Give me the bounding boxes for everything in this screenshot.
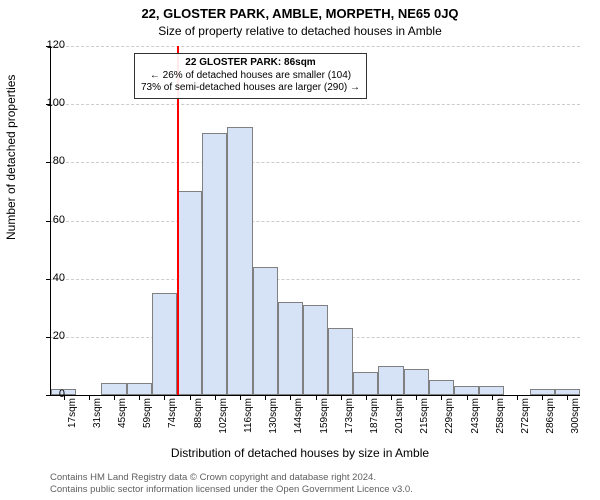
histogram-bar (127, 383, 152, 395)
histogram-bar (278, 302, 303, 395)
y-gridline (51, 162, 580, 163)
plot-area: 17sqm31sqm45sqm59sqm74sqm88sqm102sqm116s… (50, 46, 580, 396)
x-tick-mark (341, 395, 342, 400)
y-axis-label: Number of detached properties (4, 75, 18, 240)
x-tick-mark (114, 395, 115, 400)
x-tick-mark (215, 395, 216, 400)
histogram-bar (152, 293, 177, 395)
annotation-title: 22 GLOSTER PARK: 86sqm (141, 57, 360, 70)
license-line-1: Contains HM Land Registry data © Crown c… (50, 472, 413, 484)
histogram-bar (101, 383, 126, 395)
y-gridline (51, 46, 580, 47)
x-tick-mark (416, 395, 417, 400)
x-axis-label: Distribution of detached houses by size … (0, 446, 600, 460)
x-tick-mark (240, 395, 241, 400)
y-gridline (51, 104, 580, 105)
histogram-bar (328, 328, 353, 395)
histogram-bar (353, 372, 378, 395)
x-tick-mark (316, 395, 317, 400)
histogram-bar (479, 386, 504, 395)
annotation-line-1: ← 26% of detached houses are smaller (10… (141, 70, 360, 83)
x-tick-mark (366, 395, 367, 400)
histogram-bar (227, 127, 252, 395)
chart-container: 22, GLOSTER PARK, AMBLE, MORPETH, NE65 0… (0, 0, 600, 500)
license-line-2: Contains public sector information licen… (50, 484, 413, 496)
x-tick-mark (492, 395, 493, 400)
x-tick-mark (290, 395, 291, 400)
x-tick-mark (567, 395, 568, 400)
license-text: Contains HM Land Registry data © Crown c… (50, 472, 413, 496)
y-tick-label: 20 (35, 330, 65, 342)
y-gridline (51, 221, 580, 222)
y-tick-label: 80 (35, 155, 65, 167)
chart-subtitle: Size of property relative to detached ho… (0, 24, 600, 38)
x-tick-mark (164, 395, 165, 400)
x-tick-mark (517, 395, 518, 400)
y-tick-label: 40 (35, 272, 65, 284)
y-tick-label: 100 (35, 97, 65, 109)
histogram-bar (378, 366, 403, 395)
y-tick-label: 120 (35, 39, 65, 51)
histogram-bar (253, 267, 278, 395)
x-tick-mark (265, 395, 266, 400)
y-gridline (51, 279, 580, 280)
y-tick-label: 60 (35, 214, 65, 226)
histogram-bar (303, 305, 328, 395)
histogram-bar (177, 191, 202, 395)
histogram-bar (429, 380, 454, 395)
x-tick-mark (139, 395, 140, 400)
x-tick-mark (542, 395, 543, 400)
chart-title: 22, GLOSTER PARK, AMBLE, MORPETH, NE65 0… (0, 6, 600, 21)
histogram-bar (454, 386, 479, 395)
x-tick-mark (391, 395, 392, 400)
annotation-line-2: 73% of semi-detached houses are larger (… (141, 82, 360, 95)
y-tick-label: 0 (35, 388, 65, 400)
x-tick-mark (467, 395, 468, 400)
x-tick-mark (89, 395, 90, 400)
histogram-bar (404, 369, 429, 395)
x-tick-mark (190, 395, 191, 400)
x-tick-mark (441, 395, 442, 400)
annotation-box: 22 GLOSTER PARK: 86sqm← 26% of detached … (134, 53, 367, 99)
histogram-bar (202, 133, 227, 395)
